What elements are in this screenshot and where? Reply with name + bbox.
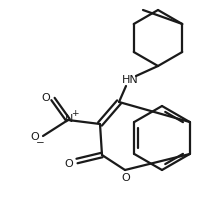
Text: O: O [42, 93, 50, 103]
Text: O: O [65, 159, 73, 169]
Text: −: − [36, 138, 44, 148]
Text: HN: HN [122, 75, 138, 85]
Text: +: + [71, 109, 79, 117]
Text: O: O [122, 173, 130, 183]
Text: N: N [65, 114, 73, 124]
Text: O: O [31, 132, 39, 142]
